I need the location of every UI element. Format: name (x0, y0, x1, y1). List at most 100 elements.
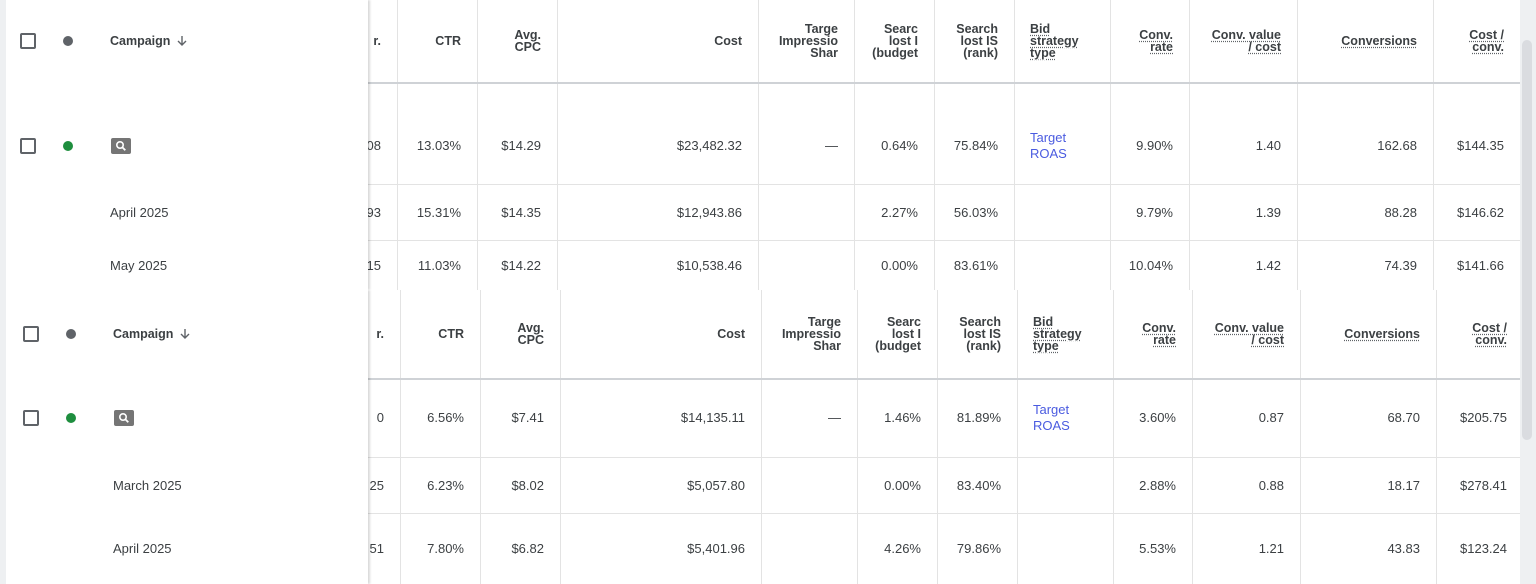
column-header[interactable]: Conv. value / cost (1214, 321, 1284, 347)
cell-cr: 2.88% (1139, 477, 1176, 493)
column-header[interactable]: Bid strategy type (1030, 22, 1079, 60)
cell-cvc: 1.39 (1255, 204, 1281, 220)
column-divider (934, 0, 935, 290)
column-header[interactable]: Cost (717, 327, 745, 341)
cell-col1: 0 (376, 410, 384, 425)
column-header[interactable]: CTR (435, 34, 461, 48)
column-header[interactable]: CTR (438, 327, 464, 341)
cell-cpc: $6.82 (511, 541, 544, 556)
column-divider (761, 290, 762, 584)
cell-col1: 25 (369, 477, 384, 493)
column-divider (1189, 0, 1190, 290)
cell-cpa: $144.35 (1457, 138, 1504, 153)
column-header[interactable]: Conv. rate (1142, 321, 1176, 347)
cell-cpa: $278.41 (1460, 477, 1507, 493)
cell-ctr: 7.80% (427, 541, 464, 556)
cell-slr: 79.86% (956, 541, 1001, 556)
cell-cr: 10.04% (1128, 257, 1173, 273)
campaign-name[interactable]: March 2025 (113, 477, 182, 493)
cell-cpc: $14.29 (501, 138, 541, 153)
cell-cvc: 1.21 (1258, 541, 1284, 556)
column-header[interactable]: Targe Impressio Shar (781, 315, 841, 353)
cell-cpc: $14.35 (501, 204, 541, 220)
table-panel: r. CTR Avg. CPC Cost Targe Impressio Shar Sea… (6, 290, 1520, 584)
cell-conv: 18.17 (1387, 477, 1420, 493)
status-enabled-dot (66, 412, 76, 423)
cell-col1: 93 (366, 204, 381, 220)
row-checkbox[interactable] (20, 137, 36, 154)
column-divider (560, 290, 561, 584)
column-header[interactable]: Avg. CPC (517, 321, 544, 347)
cell-cost: $12,943.86 (676, 204, 742, 220)
column-header[interactable]: Searc lost I (budget (875, 315, 921, 353)
column-header[interactable]: Conv. value / cost (1211, 28, 1281, 54)
cell-cpa: $141.66 (1457, 257, 1504, 273)
cell-cpc: $8.02 (511, 477, 544, 493)
column-header[interactable]: Search lost IS (rank) (959, 315, 1001, 353)
search-campaign-icon (114, 409, 134, 426)
column-header[interactable]: Cost / conv. (1469, 28, 1504, 54)
sort-arrow (180, 329, 190, 339)
column-header[interactable]: Conv. rate (1139, 28, 1173, 54)
cell-bid[interactable]: Target ROAS (1030, 129, 1067, 161)
column-header[interactable]: Bid strategy type (1033, 315, 1082, 353)
column-header[interactable]: Cost / conv. (1472, 321, 1507, 347)
column-header[interactable]: Search lost IS (rank) (956, 22, 998, 60)
header-divider (6, 378, 1520, 380)
row-divider (6, 457, 1520, 458)
cell-ctr: 11.03% (417, 257, 461, 273)
cell-cpc: $7.41 (511, 410, 544, 425)
column-header[interactable]: Cost (714, 34, 742, 48)
cell-cr: 3.60% (1139, 410, 1176, 425)
sort-arrow (177, 36, 187, 46)
cell-conv: 162.68 (1377, 138, 1417, 153)
sticky-column: Campaign April 2025 May 2025 (6, 0, 368, 290)
column-header[interactable]: Targe Impressio Shar (778, 22, 838, 60)
row-checkbox[interactable] (23, 409, 39, 426)
column-header[interactable]: r. (373, 34, 381, 48)
cell-cpa: $205.75 (1460, 410, 1507, 425)
campaign-name[interactable]: April 2025 (110, 204, 169, 220)
cell-ctr: 13.03% (416, 138, 461, 153)
cell-cpa: $146.62 (1457, 204, 1504, 220)
row-divider (6, 240, 1520, 241)
status-header-dot (63, 36, 73, 46)
cell-cvc: 1.42 (1255, 257, 1281, 273)
campaign-header[interactable]: Campaign (110, 0, 189, 82)
cell-slr: 83.61% (953, 257, 998, 273)
column-divider (937, 290, 938, 584)
cell-bid[interactable]: Target ROAS (1033, 401, 1070, 433)
cell-cr: 9.79% (1136, 204, 1173, 220)
cell-conv: 68.70 (1387, 410, 1420, 425)
column-divider (397, 0, 398, 290)
column-header[interactable]: Searc lost I (budget (872, 22, 918, 60)
campaign-header[interactable]: Campaign (113, 290, 192, 378)
scrollbar[interactable] (1522, 40, 1532, 440)
cell-slr: 56.03% (953, 204, 998, 220)
status-header-dot (66, 329, 76, 339)
cell-cost: $5,057.80 (687, 477, 745, 493)
cell-cvc: 1.40 (1255, 138, 1281, 153)
select-all-checkbox[interactable] (23, 326, 39, 342)
column-divider (557, 0, 558, 290)
column-header[interactable]: r. (376, 327, 384, 341)
campaign-name[interactable]: April 2025 (113, 541, 172, 556)
column-divider (1014, 0, 1015, 290)
cell-ctr: 6.56% (427, 410, 464, 425)
column-header[interactable]: Conversions (1341, 34, 1417, 48)
campaign-name[interactable]: May 2025 (110, 257, 168, 273)
cell-slr: 81.89% (956, 410, 1001, 425)
column-divider (1110, 0, 1111, 290)
cell-tis: — (828, 410, 841, 425)
cell-col1: 15 (366, 257, 381, 273)
cell-cr: 9.90% (1136, 138, 1173, 153)
column-header[interactable]: Avg. CPC (514, 28, 541, 54)
select-all-checkbox[interactable] (20, 33, 36, 49)
column-divider (854, 0, 855, 290)
search-campaign-icon (111, 137, 131, 154)
column-divider (1433, 0, 1434, 290)
column-header[interactable]: Conversions (1344, 327, 1420, 341)
column-divider (477, 0, 478, 290)
column-divider (1192, 290, 1193, 584)
